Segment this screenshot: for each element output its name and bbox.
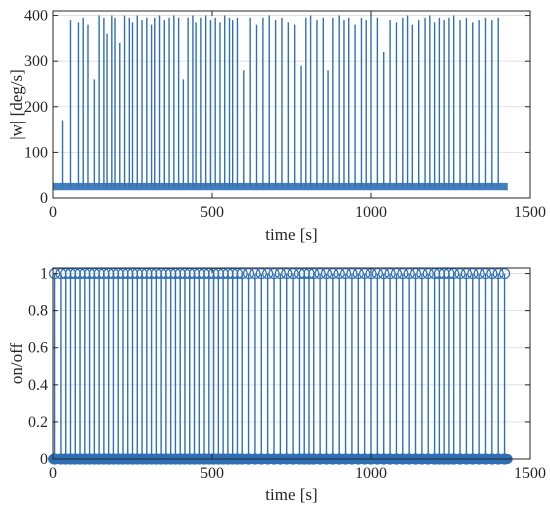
on-marker (333, 267, 345, 280)
on-marker (486, 267, 498, 280)
on-marker (371, 267, 383, 280)
on-marker (346, 267, 358, 280)
on-marker (48, 267, 61, 280)
on-marker (409, 267, 422, 280)
x-axis-label-top: time [s] (265, 225, 317, 244)
y-tick-label: 100 (24, 144, 48, 161)
y-tick-label: 1 (40, 266, 48, 283)
on-marker (242, 267, 255, 280)
on-marker (327, 267, 339, 280)
on-marker (498, 267, 511, 280)
x-tick-label: 1000 (355, 204, 387, 221)
x-tick-label: 0 (49, 204, 57, 221)
y-axis-label-bottom: on/off (7, 343, 26, 385)
on-marker (397, 267, 409, 280)
on-marker (492, 267, 504, 280)
on-marker (467, 267, 479, 280)
plot-frame-bottom (52, 267, 531, 460)
x-tick-label: 500 (200, 465, 224, 482)
y-tick-label: 0.2 (28, 414, 48, 431)
on-marker (352, 267, 364, 280)
y-tick-label: 400 (24, 8, 48, 25)
on-marker (314, 267, 326, 280)
y-tick-label: 200 (24, 99, 48, 116)
on-marker (255, 267, 267, 280)
on-marker (384, 267, 396, 280)
on-marker (479, 267, 492, 280)
grid-bottom (52, 268, 531, 460)
on-marker (268, 267, 280, 280)
on-marker (320, 267, 333, 280)
x-tick-label: 1000 (355, 465, 387, 482)
on-marker (454, 267, 466, 280)
y-tick-label: 0.6 (28, 340, 48, 357)
on-marker (287, 267, 299, 280)
x-tick-label: 1500 (514, 465, 546, 482)
on-marker (274, 267, 286, 280)
y-tick-label: 300 (24, 53, 48, 70)
on-marker (422, 267, 434, 280)
x-tick-label: 500 (200, 204, 224, 221)
on-marker (390, 267, 403, 280)
on-marker (448, 267, 460, 280)
x-axis-label-bottom: time [s] (265, 485, 317, 504)
y-tick-label: 0.4 (28, 377, 48, 394)
x-tick-label: 0 (49, 465, 57, 482)
y-tick-label: 0.8 (28, 303, 48, 320)
on-marker (473, 267, 485, 280)
on-marker (359, 267, 371, 280)
on-marker (281, 267, 293, 280)
on-marker (249, 267, 261, 280)
on-marker (308, 267, 320, 280)
plot-frame-top (52, 10, 531, 199)
ticks-bottom: 0 500 1000 1500 0 0.2 0.4 0.6 0.8 1 (28, 266, 546, 482)
y-tick-label: 0 (40, 190, 48, 207)
on-marker (262, 267, 274, 280)
on-marker (460, 267, 472, 280)
y-tick-label: 0 (40, 451, 48, 468)
y-axis-label-top: |w| [deg/s] (7, 69, 26, 140)
on-marker (339, 267, 352, 280)
angular-velocity-plot: 0 500 1000 1500 0 100 200 300 400 time [s] |w| [… (7, 8, 546, 244)
on-marker (236, 267, 248, 280)
angular-velocity-series (53, 15, 508, 191)
on-marker (403, 267, 415, 280)
baseline-band (53, 182, 508, 191)
on-off-series (48, 267, 513, 465)
on-marker (416, 267, 428, 280)
on-off-plot: 0 500 1000 1500 0 0.2 0.4 0.6 0.8 1 time [s] on/o… (7, 266, 546, 504)
x-tick-label: 1500 (514, 204, 546, 221)
on-marker (378, 267, 390, 280)
ticks-top: 0 500 1000 1500 0 100 200 300 400 (24, 8, 546, 221)
